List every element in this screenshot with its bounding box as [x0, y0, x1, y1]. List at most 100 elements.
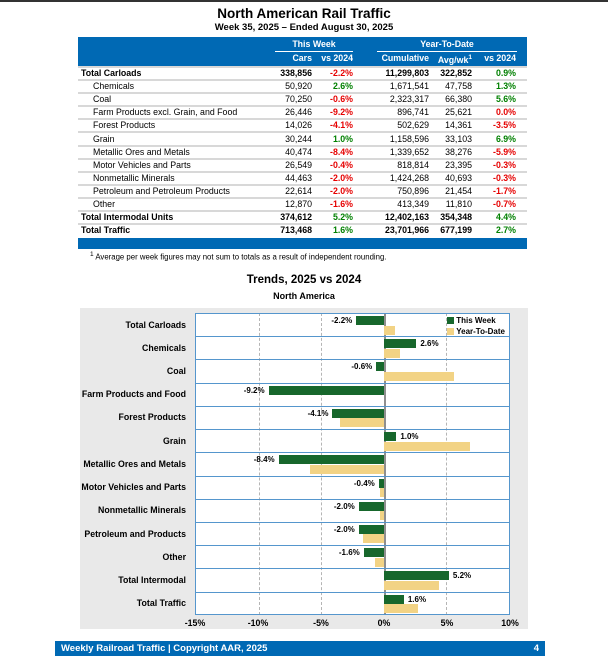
report-title: North American Rail Traffic — [217, 6, 391, 21]
cars-value: 30,244 — [285, 133, 312, 144]
bar-value-label: -2.0% — [333, 501, 355, 511]
this-week-bar — [268, 385, 384, 395]
vs-2024-ytd-value: -3.5% — [493, 120, 516, 131]
row-label: Metallic Ores and Metals — [93, 146, 190, 157]
legend-item-ytd: Year-To-Date — [447, 326, 505, 337]
vs-2024-ytd-value: -5.9% — [493, 146, 516, 157]
bar-value-label: -2.0% — [333, 524, 355, 534]
chart-row: -2.0% — [196, 521, 509, 545]
column-header-vs2024-week: vs 2024 — [321, 53, 353, 63]
cumulative-value: 1,339,652 — [389, 146, 429, 157]
avg-per-week-value: 11,810 — [445, 198, 472, 209]
group-header-ytd: Year-To-Date — [353, 37, 527, 52]
page-footer: Weekly Railroad Traffic | Copyright AAR,… — [55, 641, 545, 656]
chart-x-axis: -15% -10% -5% 0% 5% 10% — [185, 615, 519, 631]
table-group-header-row: This Week Year-To-Date — [78, 37, 527, 52]
table-row: Total Carloads 338,856 -2.2% 11,299,803 322,… — [78, 66, 527, 80]
bar-value-label: -1.6% — [338, 548, 360, 558]
year-to-date-bar — [383, 325, 396, 335]
chart-title: Trends, 2025 vs 2024 — [246, 274, 362, 286]
this-week-bar — [358, 524, 384, 534]
avg-per-week-value: 21,454 — [445, 185, 472, 196]
x-axis-tick-label: 10% — [501, 618, 519, 628]
year-to-date-bar — [375, 557, 384, 567]
report-subtitle: Week 35, 2025 – Ended August 30, 2025 — [214, 22, 394, 33]
chart-category-label: Total Intermodal — [118, 575, 186, 586]
vs-2024-ytd-value: -0.3% — [493, 172, 516, 183]
vs-2024-ytd-value: 0.0% — [495, 107, 516, 118]
avg-per-week-value: 677,199 — [440, 225, 472, 236]
cars-value: 26,549 — [285, 159, 312, 170]
bar-value-label: -0.6% — [351, 362, 373, 372]
year-to-date-bar — [339, 418, 384, 428]
year-to-date-bar — [309, 464, 384, 474]
vs-2024-ytd-value: 2.7% — [495, 225, 516, 236]
row-label: Total Traffic — [81, 225, 131, 236]
year-to-date-bar — [380, 488, 384, 498]
cars-value: 40,474 — [285, 146, 312, 157]
cumulative-value: 1,424,268 — [389, 172, 429, 183]
column-header-avgwk-label: Avg/wk — [437, 54, 469, 65]
chart-grid: Total Carloads Chemicals Coal Farm Products… — [80, 313, 528, 615]
cumulative-value: 2,323,317 — [389, 94, 429, 105]
vs-2024-week-value: -0.6% — [330, 94, 353, 105]
cumulative-value: 818,814 — [397, 159, 429, 170]
this-week-bar — [278, 455, 384, 465]
avg-per-week-value: 23,395 — [445, 159, 472, 170]
chart-category-label: Farm Products and Food — [81, 389, 186, 400]
group-header-this-week-label: This Week — [275, 37, 353, 52]
vs-2024-ytd-value: 5.6% — [495, 94, 516, 105]
x-axis-tick-label: -10% — [247, 618, 269, 628]
cars-value: 14,026 — [285, 120, 312, 131]
avg-per-week-value: 14,361 — [445, 120, 472, 131]
table-row: Total Intermodal Units 374,612 5.2% 12,402,… — [78, 210, 527, 224]
chart-category-label: Coal — [166, 366, 186, 377]
this-week-bar — [383, 339, 417, 349]
year-to-date-bar — [383, 371, 454, 381]
legend-ytd-label: Year-To-Date — [456, 327, 505, 336]
vs-2024-week-value: -2.0% — [330, 185, 353, 196]
table-row: Other 12,870 -1.6% 413,349 11,810 -0.7% — [78, 196, 527, 211]
cumulative-value: 23,701,966 — [384, 225, 429, 236]
chart-category-label: Chemicals — [141, 342, 186, 353]
row-label: Chemicals — [93, 81, 135, 92]
footnote-text: Average per week figures may not sum to … — [93, 252, 387, 262]
year-to-date-bar — [383, 604, 418, 614]
vs-2024-ytd-value: -1.7% — [493, 185, 516, 196]
chart-category-label: Petroleum and Products — [84, 528, 186, 539]
avg-per-week-value: 354,348 — [440, 212, 472, 223]
vs-2024-week-value: 1.0% — [332, 133, 353, 144]
year-to-date-bar — [383, 348, 401, 358]
bar-value-label: 1.6% — [407, 594, 427, 604]
legend-item-this-week: This Week — [447, 315, 505, 326]
bar-value-label: -2.2% — [331, 316, 353, 325]
vs-2024-week-value: -9.2% — [330, 107, 353, 118]
cars-value: 26,446 — [285, 107, 312, 118]
column-header-spacer — [78, 51, 248, 67]
x-axis-tick-label: -5% — [313, 618, 329, 628]
cars-value: 338,856 — [280, 68, 312, 79]
vs-2024-week-value: 5.2% — [332, 212, 353, 223]
vs-2024-week-value: 2.6% — [332, 81, 353, 92]
year-to-date-bar — [380, 511, 384, 521]
chart-category-label: Total Carloads — [125, 319, 186, 330]
footer-text: Weekly Railroad Traffic | Copyright AAR,… — [61, 643, 268, 654]
this-week-bar — [358, 501, 384, 511]
chart-row: -0.4% — [196, 475, 509, 499]
vs-2024-ytd-value: 1.3% — [495, 81, 516, 92]
table-row: Chemicals 50,920 2.6% 1,671,541 47,758 1.3% — [78, 79, 527, 93]
trends-chart: Total Carloads Chemicals Coal Farm Products… — [80, 308, 528, 629]
table-row: Coal 70,250 -0.6% 2,323,317 66,380 5.6% — [78, 92, 527, 106]
this-week-bar — [383, 432, 397, 442]
avg-per-week-value: 25,621 — [445, 107, 472, 118]
this-week-bar — [363, 548, 384, 558]
gridline — [258, 313, 260, 615]
this-week-bar — [383, 594, 404, 604]
year-to-date-swatch-icon — [447, 328, 455, 335]
this-week-bar — [356, 316, 384, 325]
group-header-spacer — [78, 37, 248, 52]
chart-row: -2.0% — [196, 498, 509, 522]
legend-this-week-label: This Week — [456, 316, 496, 325]
footnote: 1 Average per week figures may not sum t… — [90, 251, 386, 262]
